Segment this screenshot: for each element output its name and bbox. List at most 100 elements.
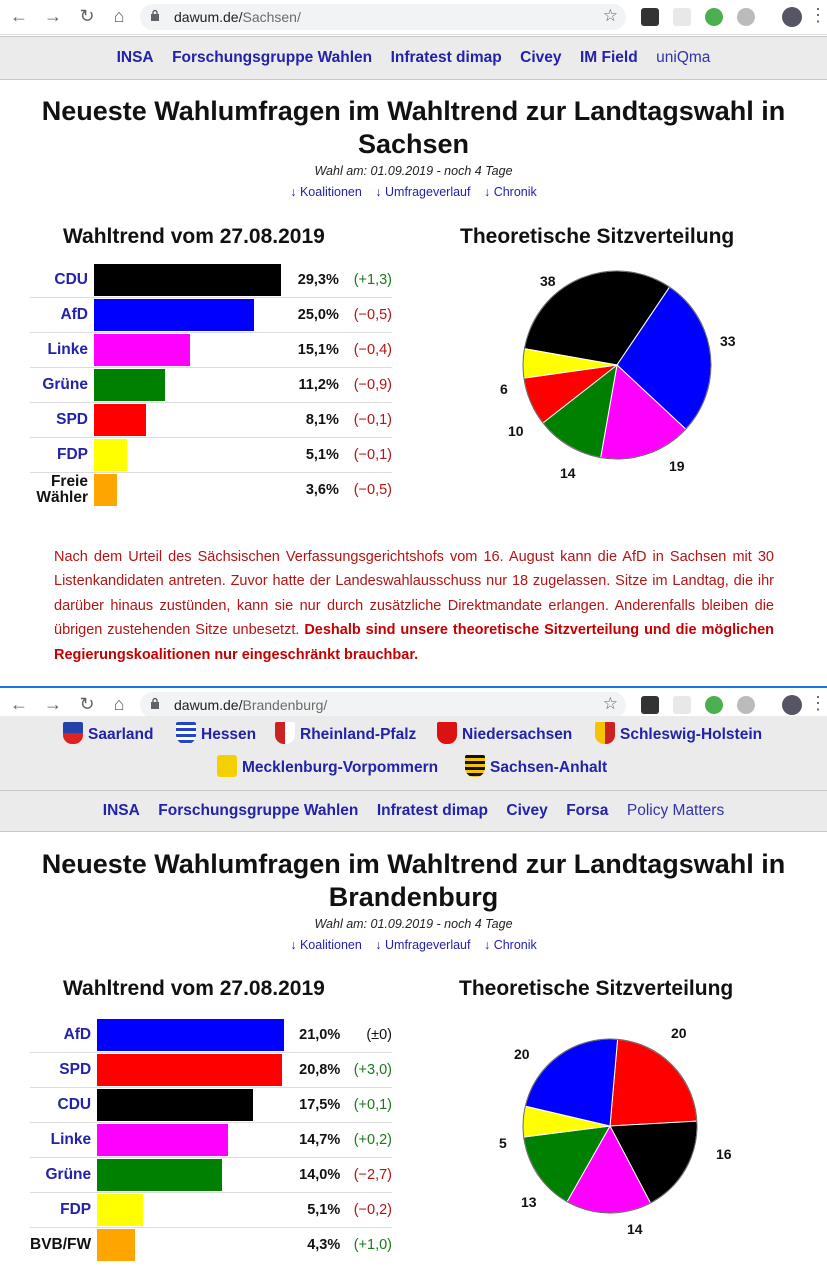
poll-bar (97, 1054, 283, 1086)
state-link-mecklenburg-vorpommern[interactable]: Mecklenburg-Vorpommern (217, 755, 438, 777)
state-link-saarland[interactable]: Saarland (63, 722, 153, 744)
institute-link[interactable]: Forsa (566, 802, 609, 819)
link-koalitionen[interactable]: ↓ Koalitionen (290, 185, 362, 199)
link-umfrageverlauf[interactable]: ↓ Umfrageverlauf (375, 185, 471, 199)
home-icon[interactable]: ⌂ (113, 6, 125, 26)
seat-label-spd: 10 (508, 423, 524, 439)
institute-link[interactable]: IM Field (579, 49, 638, 66)
extension-icon[interactable] (641, 696, 659, 714)
institute-nav: INSA Forschungsgruppe Wahlen Infratest d… (0, 36, 827, 80)
percent-value: 17,5% (292, 1087, 349, 1123)
institute-link[interactable]: Forschungsgruppe Wahlen (172, 49, 373, 66)
forward-arrow-icon[interactable]: → (44, 6, 62, 26)
poll-bar (94, 299, 254, 331)
change-value: (+1,0) (353, 1237, 392, 1253)
party-name[interactable]: FDP (30, 437, 94, 473)
institute-link[interactable]: INSA (102, 802, 140, 819)
avatar[interactable] (782, 7, 802, 27)
percent-value: 5,1% (289, 437, 347, 473)
link-koalitionen[interactable]: ↓ Koalitionen (290, 938, 362, 952)
extension-icon[interactable] (737, 696, 755, 714)
forward-arrow-icon[interactable]: → (44, 694, 62, 714)
party-name[interactable]: SPD (30, 402, 94, 438)
institute-link[interactable]: Civey (506, 802, 548, 819)
institute-link[interactable]: Infratest dimap (390, 49, 502, 66)
extension-icon[interactable] (673, 8, 691, 26)
link-chronik[interactable]: ↓ Chronik (483, 185, 537, 199)
state-link-hessen[interactable]: Hessen (176, 722, 256, 744)
menu-dots-icon[interactable]: ⋮ (809, 5, 827, 25)
party-name[interactable]: Grüne (30, 1157, 98, 1193)
percent-value: 4,3% (307, 1237, 341, 1253)
seats-heading: Theoretische Sitzverteilung (459, 977, 734, 1000)
election-date: Wahl am: 01.09.2019 - noch 4 Tage (314, 917, 513, 931)
globe-extension-icon[interactable] (705, 8, 723, 26)
party-name[interactable]: Linke (30, 1122, 98, 1158)
party-name[interactable]: FDP (30, 1192, 98, 1228)
institute-link[interactable]: uniQma (656, 49, 711, 66)
percent-value: 14,7% (292, 1122, 349, 1158)
institute-link[interactable]: Infratest dimap (376, 802, 488, 819)
state-link-niedersachsen[interactable]: Niedersachsen (437, 722, 572, 744)
institute-link[interactable]: Forschungsgruppe Wahlen (158, 802, 359, 819)
address-bar[interactable]: dawum.de/Brandenburg/ ☆ (140, 692, 626, 718)
percent-value: 14,0% (292, 1157, 349, 1193)
extension-icon[interactable] (737, 8, 755, 26)
seat-label-linke: 19 (669, 458, 685, 474)
seat-label-spd: 20 (671, 1025, 687, 1041)
table-row: FDP 5,1% (−0,2) (30, 1192, 392, 1228)
change-value: (−0,5) (353, 482, 392, 498)
institute-link[interactable]: Civey (520, 49, 562, 66)
party-name[interactable]: AfD (30, 1018, 98, 1053)
poll-bar (94, 474, 117, 506)
trend-heading: Wahltrend vom 27.08.2019 (63, 225, 325, 248)
url-text: dawum.de/Brandenburg/ (174, 697, 328, 713)
lock-icon (151, 9, 159, 21)
poll-bar (97, 1089, 253, 1121)
party-name[interactable]: CDU (30, 263, 94, 298)
poll-bar (94, 264, 281, 296)
state-link-rheinland-pfalz[interactable]: Rheinland-Pfalz (275, 722, 416, 744)
party-name: BVB/FW (30, 1236, 92, 1253)
avatar[interactable] (782, 695, 802, 715)
institute-link[interactable]: Policy Matters (626, 802, 725, 819)
page-title: Neueste Wahlumfragen im Wahltrend zur La… (41, 849, 786, 912)
back-arrow-icon[interactable]: ← (10, 6, 28, 26)
browser-toolbar: ← → ↻ ⌂ dawum.de/Sachsen/ ☆ ⋮ (0, 0, 827, 35)
bookmark-star-icon[interactable]: ☆ (602, 694, 618, 713)
party-name[interactable]: AfD (30, 297, 94, 333)
state-nav: Saarland Hessen Rheinland-Pfalz Niedersa… (0, 716, 827, 791)
state-link-schleswig-holstein[interactable]: Schleswig-Holstein (595, 722, 762, 744)
table-row: FDP 5,1% (−0,1) (30, 437, 392, 473)
extension-icon[interactable] (673, 696, 691, 714)
party-name[interactable]: SPD (30, 1052, 98, 1088)
percent-value: 11,2% (289, 367, 347, 403)
link-chronik[interactable]: ↓ Chronik (483, 938, 537, 952)
globe-extension-icon[interactable] (705, 696, 723, 714)
election-date: Wahl am: 01.09.2019 - noch 4 Tage (314, 164, 513, 178)
poll-bar (94, 439, 127, 471)
percent-value: 15,1% (289, 332, 347, 368)
seat-pie-chart (522, 270, 712, 460)
percent-value: 25,0% (289, 297, 347, 333)
percent-value: 5,1% (292, 1192, 349, 1228)
address-bar[interactable]: dawum.de/Sachsen/ ☆ (140, 4, 626, 30)
back-arrow-icon[interactable]: ← (10, 694, 28, 714)
poll-bar (97, 1124, 229, 1156)
extension-icon[interactable] (641, 8, 659, 26)
menu-dots-icon[interactable]: ⋮ (809, 693, 827, 713)
hessen-crest-icon (176, 722, 196, 744)
trend-heading: Wahltrend vom 27.08.2019 (63, 977, 325, 1000)
home-icon[interactable]: ⌂ (113, 694, 125, 714)
link-umfrageverlauf[interactable]: ↓ Umfrageverlauf (375, 938, 471, 952)
state-link-sachsen-anhalt[interactable]: Sachsen-Anhalt (465, 755, 607, 777)
reload-icon[interactable]: ↻ (79, 6, 95, 26)
table-row: SPD 8,1% (−0,1) (30, 402, 392, 438)
party-name[interactable]: Linke (30, 332, 94, 368)
bookmark-star-icon[interactable]: ☆ (602, 6, 618, 25)
institute-link[interactable]: INSA (116, 49, 154, 66)
poll-bar (94, 404, 146, 436)
reload-icon[interactable]: ↻ (79, 694, 95, 714)
party-name[interactable]: Grüne (30, 367, 94, 403)
party-name[interactable]: CDU (30, 1087, 98, 1123)
